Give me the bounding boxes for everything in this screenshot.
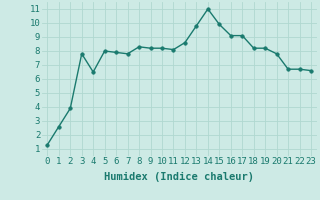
X-axis label: Humidex (Indice chaleur): Humidex (Indice chaleur) <box>104 172 254 182</box>
